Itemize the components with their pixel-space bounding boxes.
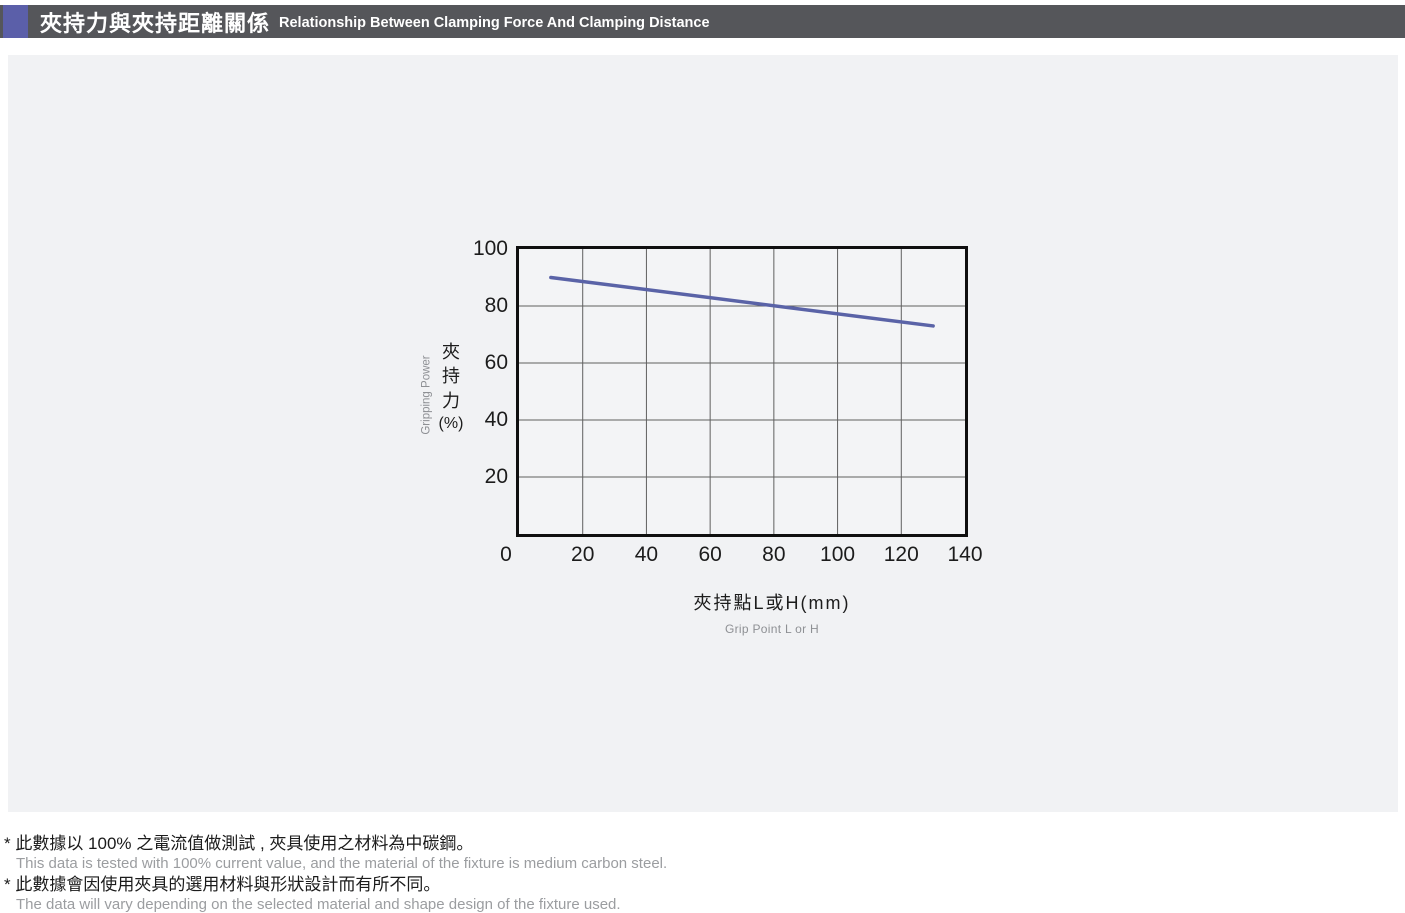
x-axis-title-zh: 夾持點L或H(mm) [693, 593, 851, 613]
x-tick-label: 80 [762, 543, 786, 566]
y-axis-title-zh: 夾持力 [441, 342, 460, 411]
y-axis-unit: (%) [438, 414, 464, 432]
x-tick-label: 120 [883, 543, 919, 566]
data-line-gripping-power-vs-grip-point [549, 275, 935, 328]
section-header-bar [0, 5, 1405, 38]
x-tick-label: 40 [634, 543, 659, 566]
x-tick-label: 0 [500, 543, 512, 566]
y-axis-title-group: 夾持力 (%) [432, 340, 470, 433]
y-tick-label: 60 [484, 351, 508, 374]
footnote-en-1: This data is tested with 100% current va… [16, 855, 668, 872]
y-axis-title-en: Gripping Power [420, 355, 433, 435]
y-tick-label: 20 [484, 465, 508, 488]
y-tick-label: 100 [472, 237, 508, 260]
x-tick-label: 140 [947, 543, 983, 566]
section-title-en: Relationship Between Clamping Force And … [279, 15, 710, 31]
y-tick-label: 80 [484, 294, 508, 317]
y-tick-label: 40 [484, 408, 508, 431]
section-header-titles: 夾持力與夾持距離關係 Relationship Between Clamping… [40, 5, 710, 38]
footnote-en-2: The data will vary depending on the sele… [16, 896, 621, 913]
footnotes: * 此數據以 100% 之電流值做測試 , 夾具使用之材料為中碳鋼。 This … [4, 833, 667, 913]
footnote-zh-1: * 此數據以 100% 之電流值做測試 , 夾具使用之材料為中碳鋼。 [4, 834, 474, 853]
x-tick-label: 60 [698, 543, 722, 566]
chart-grid-and-line [519, 249, 965, 534]
header-accent-square [3, 5, 28, 38]
section-title-zh: 夾持力與夾持距離關係 [40, 10, 271, 36]
plot-area [516, 246, 968, 537]
x-axis-caption: 夾持點L或H(mm) Grip Point L or H [549, 589, 995, 636]
x-tick-label: 20 [571, 543, 595, 566]
footnote-zh-2: * 此數據會因使用夾具的選用材料與形狀設計而有所不同。 [4, 875, 441, 894]
x-tick-label: 100 [820, 543, 856, 566]
x-axis-title-en: Grip Point L or H [724, 622, 820, 636]
